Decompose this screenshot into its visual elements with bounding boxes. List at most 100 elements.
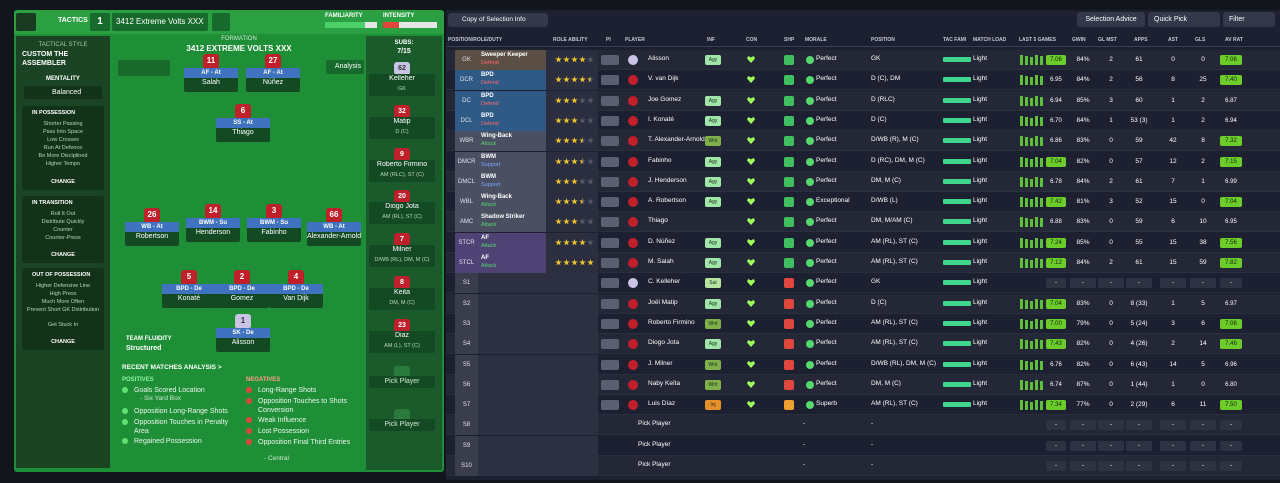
pi-icon[interactable] — [601, 157, 619, 167]
star — [563, 117, 570, 124]
player-name[interactable]: Pick Player — [638, 441, 671, 448]
player-name[interactable]: Alisson — [648, 55, 669, 62]
quick-pick[interactable]: Quick Pick — [1148, 12, 1220, 27]
table-row[interactable] — [446, 375, 1280, 395]
change-button[interactable]: CHANGE — [51, 179, 75, 185]
player-name[interactable]: Roberto Firmino — [648, 319, 695, 326]
pi-icon[interactable] — [601, 75, 619, 85]
role-name[interactable]: Wing-Back — [481, 194, 512, 200]
role-name[interactable]: BPD — [481, 93, 494, 99]
sub-name: Diogo Jota — [385, 203, 419, 211]
sub-card[interactable] — [369, 116, 435, 139]
filter[interactable]: Filter — [1223, 12, 1275, 27]
role-name[interactable]: BPD — [481, 72, 494, 78]
pi-icon[interactable] — [601, 278, 619, 288]
tactic-number[interactable]: 1 — [90, 13, 110, 31]
star — [563, 97, 570, 104]
player-name[interactable]: Fabinho — [648, 157, 672, 164]
pi-icon[interactable] — [601, 177, 619, 187]
pi-icon[interactable] — [601, 380, 619, 390]
change-button[interactable]: CHANGE — [51, 339, 75, 345]
pi-icon[interactable] — [601, 217, 619, 227]
table-row[interactable] — [446, 355, 1280, 375]
table-row[interactable] — [446, 212, 1280, 232]
player-name[interactable]: M. Salah — [648, 258, 674, 265]
player-name[interactable]: Thiago — [648, 217, 668, 224]
pi-icon[interactable] — [601, 339, 619, 349]
sub-card[interactable] — [369, 202, 435, 225]
table-row[interactable] — [446, 253, 1280, 273]
table-row[interactable] — [446, 233, 1280, 253]
role-name[interactable]: Sweeper Keeper — [481, 52, 528, 58]
role-name[interactable]: Wing-Back — [481, 133, 512, 139]
player-name[interactable]: I. Konaté — [648, 116, 675, 123]
ability-cell — [546, 253, 598, 273]
table-row[interactable] — [446, 172, 1280, 192]
player-name[interactable]: J. Henderson — [648, 177, 687, 184]
table-row[interactable] — [446, 273, 1280, 293]
sub-card[interactable] — [369, 288, 435, 310]
table-row[interactable] — [446, 436, 1280, 456]
table-row[interactable] — [446, 334, 1280, 354]
player-name[interactable]: V. van Dijk — [648, 75, 679, 82]
pick-player[interactable]: Pick Player — [369, 418, 435, 431]
player-name[interactable]: C. Kelleher — [648, 278, 681, 285]
selection-advice[interactable]: Selection Advice — [1077, 12, 1145, 27]
sub-card[interactable] — [369, 74, 435, 96]
table-row[interactable] — [446, 91, 1280, 111]
table-row[interactable] — [446, 70, 1280, 90]
apps-value: 59 — [1135, 218, 1143, 225]
tactic-select[interactable]: 3412 Extreme Volts XXX — [112, 13, 208, 31]
pi-icon[interactable] — [601, 136, 619, 146]
pi-icon[interactable] — [601, 197, 619, 207]
player-name[interactable]: Joël Matip — [648, 299, 678, 306]
player-name[interactable]: Pick Player — [638, 461, 671, 468]
analysis-button[interactable]: Analysis — [326, 60, 364, 74]
player-name[interactable]: Joe Gomez — [648, 96, 682, 103]
table-row[interactable] — [446, 50, 1280, 70]
pi-icon[interactable] — [601, 319, 619, 329]
player-name[interactable]: Luis Díaz — [648, 400, 676, 407]
pi-icon[interactable] — [601, 400, 619, 410]
player-name[interactable]: T. Alexander-Arnold — [648, 136, 705, 143]
add-tactic[interactable] — [212, 13, 230, 31]
role-name[interactable]: BWM — [481, 154, 496, 160]
pi-icon[interactable] — [601, 55, 619, 65]
table-row[interactable] — [446, 131, 1280, 151]
pi-icon[interactable] — [601, 238, 619, 248]
player-name[interactable]: J. Milner — [648, 360, 673, 367]
table-row[interactable] — [446, 192, 1280, 212]
table-row[interactable] — [446, 294, 1280, 314]
table-row[interactable] — [446, 111, 1280, 131]
player-name[interactable]: D. Núñez — [648, 238, 676, 245]
player-name[interactable]: Diogo Jota — [648, 339, 680, 346]
view-toggle[interactable] — [118, 60, 170, 76]
sub-card[interactable] — [369, 159, 435, 182]
back-button[interactable] — [16, 13, 36, 31]
table-row[interactable] — [446, 314, 1280, 334]
change-button[interactable]: CHANGE — [51, 252, 75, 258]
role-name[interactable]: BWM — [481, 174, 496, 180]
pi-icon[interactable] — [601, 96, 619, 106]
pi-icon[interactable] — [601, 258, 619, 268]
view-select[interactable]: Copy of Selection Info — [448, 13, 548, 27]
player-name[interactable]: Pick Player — [638, 420, 671, 427]
pi-icon[interactable] — [601, 360, 619, 370]
player-name[interactable]: Naby Keïta — [648, 380, 681, 387]
pi-icon[interactable] — [601, 116, 619, 126]
pick-player[interactable]: Pick Player — [369, 376, 435, 388]
star — [587, 239, 594, 246]
role-name[interactable]: BPD — [481, 113, 494, 119]
mentality-select[interactable]: Balanced — [24, 86, 102, 99]
role-name[interactable]: AF — [481, 235, 489, 241]
sub-card[interactable] — [369, 245, 435, 268]
player-name[interactable]: A. Robertson — [648, 197, 686, 204]
role-name[interactable]: AF — [481, 255, 489, 261]
sub-card[interactable] — [369, 330, 435, 353]
table-row[interactable] — [446, 152, 1280, 172]
style-name[interactable]: CUSTOM THE ASSEMBLER — [22, 51, 69, 67]
role-name[interactable]: Shadow Striker — [481, 214, 525, 220]
pi-icon[interactable] — [601, 299, 619, 309]
ast-value: 3 — [1171, 320, 1175, 327]
table-row[interactable] — [446, 395, 1280, 415]
